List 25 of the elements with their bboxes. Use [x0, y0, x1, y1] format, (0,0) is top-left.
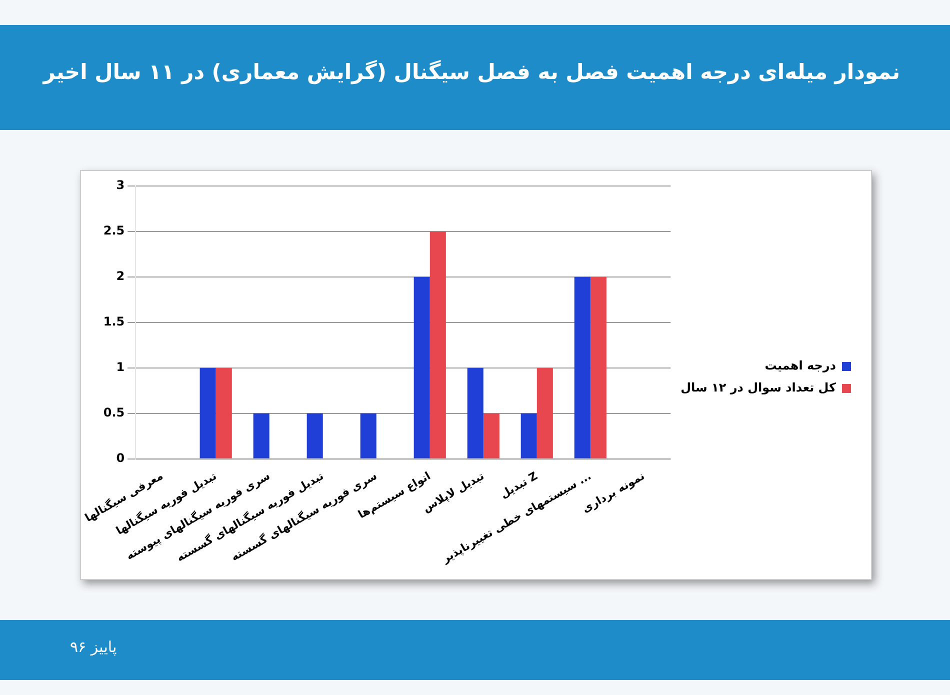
text: پاییز ۹۶ — [70, 638, 117, 656]
y-tick-label: 1.5 — [103, 314, 125, 329]
y-tick-label: 2.5 — [103, 224, 125, 238]
y-tick-label: 2 — [116, 269, 125, 284]
bar — [590, 276, 606, 458]
bar — [414, 276, 430, 458]
y-tick-label: 0 — [116, 450, 125, 465]
bar — [467, 368, 484, 458]
bar — [574, 276, 590, 458]
y-tick-label: 0.5 — [103, 405, 125, 420]
chart-title: نمودار میله‌ای درجه اهمیت فصل به فصل سیگنال (گرایش معماری) در ۱۱ سال اخیر — [43, 60, 900, 84]
y-tick-label: 1 — [116, 360, 125, 374]
bar — [360, 413, 376, 458]
bar — [536, 368, 553, 458]
bar — [306, 413, 323, 458]
bar — [200, 368, 216, 458]
bar — [520, 413, 537, 458]
bar — [216, 368, 232, 458]
legend-label: درجه اهمیت — [764, 358, 836, 373]
bar — [483, 413, 500, 458]
legend-label: کل تعداد سوال در ۱۲ سال — [680, 380, 836, 395]
y-tick-label: 3 — [116, 178, 125, 192]
bar — [430, 231, 446, 458]
bar — [253, 413, 270, 458]
x-tick-label: تبدیل Z — [498, 469, 540, 501]
